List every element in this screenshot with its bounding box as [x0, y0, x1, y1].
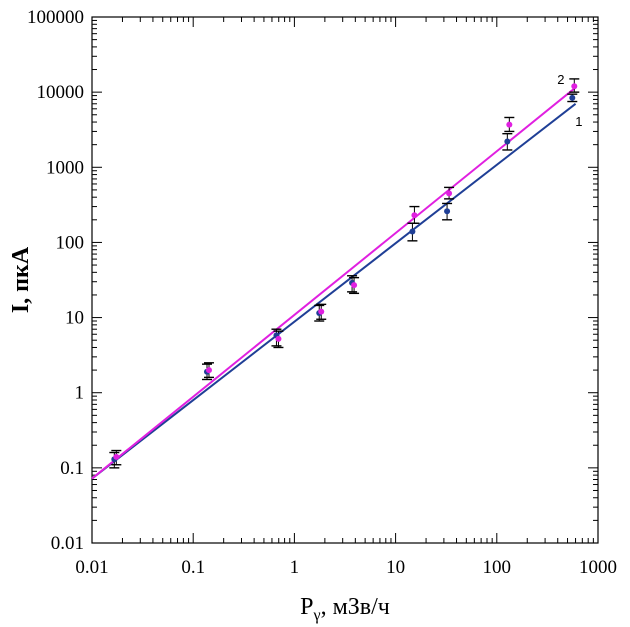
data-point-series-1 [444, 208, 451, 215]
y-tick-label: 1000 [46, 157, 84, 178]
data-point-series-2 [446, 190, 453, 197]
series-label-2: 2 [557, 72, 564, 87]
fit-lines [91, 86, 577, 480]
x-tick-label: 100 [483, 557, 512, 578]
y-tick-label: 1 [75, 383, 85, 404]
x-axis-title: Pγ, мЗв/ч [300, 594, 390, 624]
data-point-series-2 [571, 83, 578, 90]
x-tick-label: 0.01 [75, 557, 108, 578]
series-label-1: 1 [575, 114, 582, 129]
data-point-series-2 [275, 335, 282, 342]
y-axis-title: I, пкА [8, 246, 34, 313]
y-tick-label: 0.01 [51, 533, 84, 554]
data-point-series-2 [506, 121, 513, 128]
data-point-series-2 [205, 367, 212, 374]
series-labels: 12 [557, 72, 582, 129]
x-tick-label: 0.1 [181, 557, 205, 578]
data-point-series-2 [351, 282, 358, 289]
fit-line-series-2 [91, 86, 577, 480]
x-axis-title-rest: , мЗв/ч [321, 594, 390, 620]
y-tick-label: 10 [65, 308, 84, 329]
data-point-series-2 [318, 308, 325, 315]
plot-frame [91, 16, 599, 544]
x-axis-title-subscript: γ [313, 607, 321, 624]
data-point-series-2 [411, 212, 418, 219]
x-tick-label: 10 [386, 557, 405, 578]
y-tick-label: 100000 [27, 7, 84, 28]
axis-ticks [91, 16, 599, 544]
data-point-series-1 [504, 138, 511, 145]
x-tick-label: 1000 [579, 557, 617, 578]
tick-labels: 0.01 0.1 1 10 100 1000 0.01 0.1 1 10 100 1000 10000 1… [27, 7, 617, 578]
data-points [111, 83, 578, 463]
fit-line-series-1 [91, 102, 577, 480]
data-point-series-1 [409, 228, 416, 235]
data-point-series-1 [569, 94, 576, 101]
data-point-series-2 [113, 453, 120, 460]
y-tick-label: 10000 [37, 82, 85, 103]
y-tick-label: 0.1 [60, 458, 84, 479]
x-tick-label: 1 [290, 557, 300, 578]
x-axis-title-main: P [300, 594, 313, 620]
y-tick-label: 100 [56, 232, 85, 253]
